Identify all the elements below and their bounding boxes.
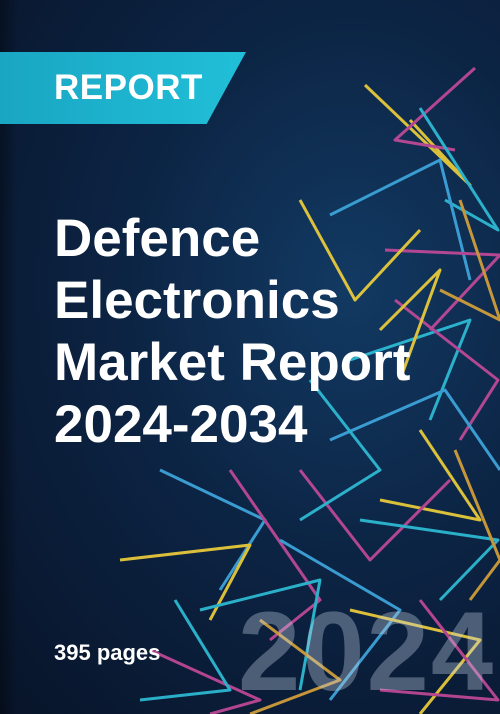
- report-badge: [0, 52, 246, 124]
- year-watermark: 2024: [238, 589, 496, 714]
- page-count: 395 pages: [54, 640, 161, 665]
- title-line-1: Defence: [54, 209, 261, 268]
- report-badge-label: REPORT: [54, 68, 203, 107]
- title-line-2: Electronics: [54, 271, 340, 330]
- title-line-3: Market Report: [54, 333, 411, 392]
- report-title: Defence Electronics Market Report 2024-2…: [54, 208, 484, 456]
- book-spine-shadow: [0, 0, 18, 714]
- title-line-4: 2024-2034: [54, 395, 308, 454]
